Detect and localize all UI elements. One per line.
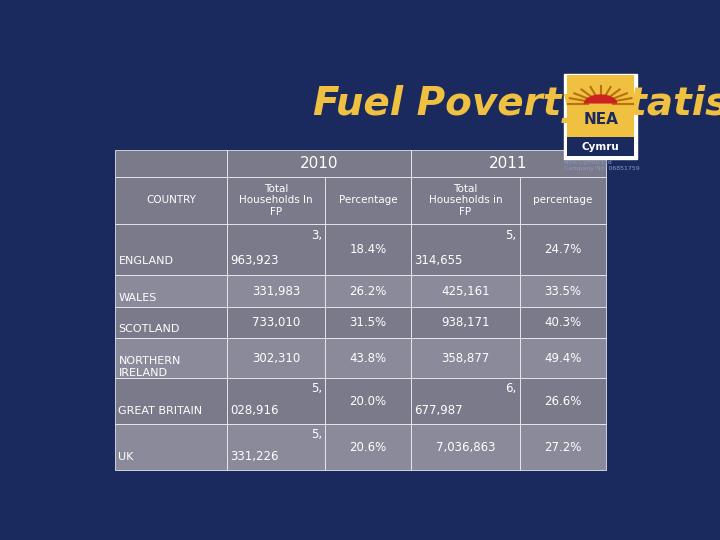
Text: 733,010: 733,010 <box>252 316 300 329</box>
Text: 20.6%: 20.6% <box>349 441 387 454</box>
Text: UK: UK <box>119 453 134 462</box>
Text: Total
Households In
FP: Total Households In FP <box>239 184 312 217</box>
Bar <box>227 379 325 424</box>
Text: 5,: 5, <box>505 229 516 242</box>
Text: Fuel Poverty Statistics: Fuel Poverty Statistics <box>313 85 720 123</box>
Bar <box>115 307 227 338</box>
Text: 24.7%: 24.7% <box>544 244 581 256</box>
Text: 40.3%: 40.3% <box>544 316 581 329</box>
Text: WALES: WALES <box>119 293 157 303</box>
Text: 314,655: 314,655 <box>414 254 463 267</box>
Text: 26.6%: 26.6% <box>544 395 581 408</box>
Bar <box>115 275 227 307</box>
Bar <box>411 338 520 379</box>
Text: 27.2%: 27.2% <box>544 441 581 454</box>
Text: 302,310: 302,310 <box>252 352 300 365</box>
Text: 425,161: 425,161 <box>441 285 490 298</box>
Bar <box>520 224 606 275</box>
Bar <box>325 424 411 470</box>
Text: 938,171: 938,171 <box>441 316 490 329</box>
Bar <box>520 424 606 470</box>
Text: 43.8%: 43.8% <box>349 352 387 365</box>
Text: 2011: 2011 <box>489 156 528 171</box>
Bar <box>325 275 411 307</box>
Text: NEA: NEA <box>583 112 618 127</box>
Text: 31.5%: 31.5% <box>349 316 387 329</box>
Text: 963,923: 963,923 <box>230 254 279 267</box>
Text: Percentage: Percentage <box>339 195 397 205</box>
Bar <box>520 177 606 224</box>
Bar <box>520 379 606 424</box>
Text: 18.4%: 18.4% <box>349 244 387 256</box>
Text: 5,: 5, <box>311 428 322 441</box>
Text: 33.5%: 33.5% <box>544 285 581 298</box>
Bar <box>115 150 227 177</box>
Bar <box>325 177 411 224</box>
Bar <box>564 73 637 159</box>
Bar <box>115 224 227 275</box>
Bar <box>227 424 325 470</box>
Bar <box>115 177 227 224</box>
Bar <box>411 424 520 470</box>
Text: 358,877: 358,877 <box>441 352 490 365</box>
Text: 028,916: 028,916 <box>230 404 279 417</box>
Text: 7,036,863: 7,036,863 <box>436 441 495 454</box>
Bar <box>567 75 634 137</box>
Text: 331,226: 331,226 <box>230 450 279 463</box>
Bar <box>227 275 325 307</box>
Bar <box>325 338 411 379</box>
Bar <box>115 338 227 379</box>
Text: percentage: percentage <box>533 195 593 205</box>
Text: COUNTRY: COUNTRY <box>146 195 196 205</box>
Text: NEA Cymru Ltd
Campany No. 06851759: NEA Cymru Ltd Campany No. 06851759 <box>564 160 640 171</box>
Bar <box>411 275 520 307</box>
Bar <box>227 224 325 275</box>
Text: 677,987: 677,987 <box>414 404 463 417</box>
Bar <box>227 177 325 224</box>
Text: Total
Households in
FP: Total Households in FP <box>428 184 503 217</box>
Bar <box>227 338 325 379</box>
Bar <box>227 150 411 177</box>
Text: ENGLAND: ENGLAND <box>119 256 174 266</box>
Bar <box>411 224 520 275</box>
Text: 49.4%: 49.4% <box>544 352 581 365</box>
Text: NORTHERN
IRELAND: NORTHERN IRELAND <box>119 356 181 378</box>
Bar <box>325 307 411 338</box>
Text: Cymru: Cymru <box>582 141 619 152</box>
Bar <box>567 137 634 156</box>
Bar <box>325 224 411 275</box>
Bar <box>227 307 325 338</box>
Bar <box>325 379 411 424</box>
Bar <box>115 379 227 424</box>
Text: 2010: 2010 <box>300 156 338 171</box>
Bar <box>411 177 520 224</box>
Bar <box>115 424 227 470</box>
Text: 3,: 3, <box>311 229 322 242</box>
Text: SCOTLAND: SCOTLAND <box>119 324 180 334</box>
Bar <box>520 275 606 307</box>
Text: GREAT BRITAIN: GREAT BRITAIN <box>119 407 202 416</box>
Bar <box>411 150 606 177</box>
Text: 5,: 5, <box>311 382 322 395</box>
Bar <box>520 307 606 338</box>
Bar <box>411 307 520 338</box>
Bar <box>411 379 520 424</box>
Text: 6,: 6, <box>505 382 516 395</box>
Bar <box>520 338 606 379</box>
Polygon shape <box>584 94 617 104</box>
Text: 26.2%: 26.2% <box>349 285 387 298</box>
Text: 331,983: 331,983 <box>252 285 300 298</box>
Text: 20.0%: 20.0% <box>349 395 387 408</box>
